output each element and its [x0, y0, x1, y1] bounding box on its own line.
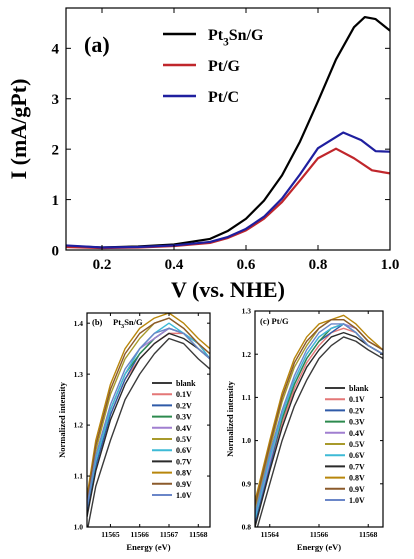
- x-axis-label: Energy (eV): [126, 542, 170, 552]
- legend-label-0-4v: 0.4V: [176, 424, 192, 433]
- legend-label-0-1v: 0.1V: [176, 390, 192, 399]
- series-line-0-9v: [87, 317, 210, 502]
- legend-label-0-5v: 0.5V: [176, 435, 192, 444]
- panel-b-xanes-pt3sn-g-chart: 11565 11566 11567 11568 1.0 1.1 1.2 1.3 1.4 Energ…: [57, 312, 211, 552]
- x-tick-label: 11566: [310, 530, 329, 539]
- legend-label-0-5v: 0.5V: [349, 440, 365, 449]
- panel-label-b: (b): [92, 317, 103, 327]
- legend-label-pt-g: Pt/G: [208, 58, 241, 75]
- x-tick-label: 0.2: [93, 257, 112, 273]
- legend-label-blank: blank: [349, 384, 369, 393]
- series-line-1-0v: [255, 323, 383, 515]
- series-line-0-8v: [87, 313, 210, 497]
- legend-label-pt-sn-g: Pt3​Sn/G: [208, 27, 264, 49]
- series-line-0-7v: [255, 331, 383, 527]
- y-tick-label: 2: [52, 142, 60, 158]
- y-tick-label: 1.4: [74, 319, 84, 328]
- x-tick-label: 11566: [131, 530, 150, 539]
- panel-c-xanes-pt-g-chart: 11564 11566 11568 0.8 0.9 1.0 1.1 1.2 1.3 Energy …: [225, 307, 384, 552]
- legend-label-0-9v: 0.9V: [349, 485, 365, 494]
- y-tick-label: 1.3: [242, 307, 252, 316]
- x-tick-label: 11567: [160, 530, 179, 539]
- y-tick-label: 1.1: [242, 393, 252, 402]
- series-line-blank: [87, 337, 210, 527]
- series-line-0-7v: [87, 332, 210, 517]
- x-axis-label: V (vs. NHE): [171, 277, 285, 302]
- series-line-pt-g: [66, 147, 390, 250]
- legend-label-0-2v: 0.2V: [349, 406, 365, 415]
- legend-label-0-3v: 0.3V: [176, 413, 192, 422]
- y-tick-label: 1.2: [242, 350, 252, 359]
- legend-label-1-0v: 1.0V: [349, 496, 365, 505]
- series-line-blank: [256, 336, 383, 527]
- x-tick-label: 11565: [101, 530, 120, 539]
- legend-label-0-2v: 0.2V: [176, 401, 192, 410]
- x-tick-label: 11564: [261, 530, 280, 539]
- y-tick-label: 1: [52, 193, 60, 209]
- legend-label-0-8v: 0.8V: [176, 469, 192, 478]
- legend-label-0-9v: 0.9V: [176, 480, 192, 489]
- y-tick-label: 4: [52, 42, 60, 58]
- legend-label-0-8v: 0.8V: [349, 474, 365, 483]
- x-axis-label: Energy (eV): [297, 542, 341, 552]
- x-tick-label: 0.6: [237, 257, 256, 273]
- series-line-pt-sn-g: [66, 15, 390, 249]
- y-tick-label: 0.8: [242, 523, 252, 532]
- legend-label-pt-c: Pt/C: [208, 89, 239, 106]
- x-tick-label: 0.4: [165, 257, 184, 273]
- legend-label-1-0v: 1.0V: [176, 491, 192, 500]
- panel-label-a: (a): [84, 32, 110, 57]
- series-line-0-9v: [255, 318, 383, 506]
- panel-a-voltammetry-chart: 0.2 0.4 0.6 0.8 1.0 0 1 2 3 4 V (vs. NHE) I (mA/gPt…: [6, 7, 400, 302]
- legend-label-0-4v: 0.4V: [349, 429, 365, 438]
- y-axis-label: I (mA/gPt): [6, 79, 31, 180]
- y-tick-label: 3: [52, 92, 60, 108]
- y-tick-label: 0.9: [242, 479, 252, 488]
- legend-label-0-7v: 0.7V: [176, 457, 192, 466]
- plot-frame: [65, 7, 391, 251]
- series-line-1-0v: [87, 327, 210, 507]
- y-tick-label: 0: [52, 243, 60, 259]
- panel-title-b: Pt3​Sn/G: [113, 317, 143, 330]
- legend-label-blank: blank: [176, 379, 196, 388]
- legend-label-0-1v: 0.1V: [349, 395, 365, 404]
- legend-label-0-7v: 0.7V: [349, 462, 365, 471]
- y-tick-label: 1.1: [74, 472, 84, 481]
- x-tick-label: 1.0: [381, 257, 400, 273]
- y-tick-label: 1.0: [242, 436, 252, 445]
- plot-frame: [86, 312, 211, 528]
- y-axis-label: Normalized intensity: [225, 380, 235, 457]
- legend-label-0-3v: 0.3V: [349, 418, 365, 427]
- x-tick-label: 11568: [189, 530, 208, 539]
- legend-label-0-6v: 0.6V: [176, 446, 192, 455]
- y-axis-label: Normalized intensity: [57, 381, 67, 458]
- x-tick-label: 11568: [359, 530, 378, 539]
- y-tick-label: 1.2: [74, 421, 84, 430]
- y-tick-label: 1.0: [74, 523, 84, 532]
- legend-label-0-6v: 0.6V: [349, 451, 365, 460]
- panel-label-c: (c) Pt/G: [260, 316, 289, 326]
- y-tick-label: 1.3: [74, 370, 84, 379]
- x-tick-label: 0.8: [309, 257, 328, 273]
- series-line-0-8v: [255, 314, 383, 502]
- series-line-pt-c: [66, 131, 390, 249]
